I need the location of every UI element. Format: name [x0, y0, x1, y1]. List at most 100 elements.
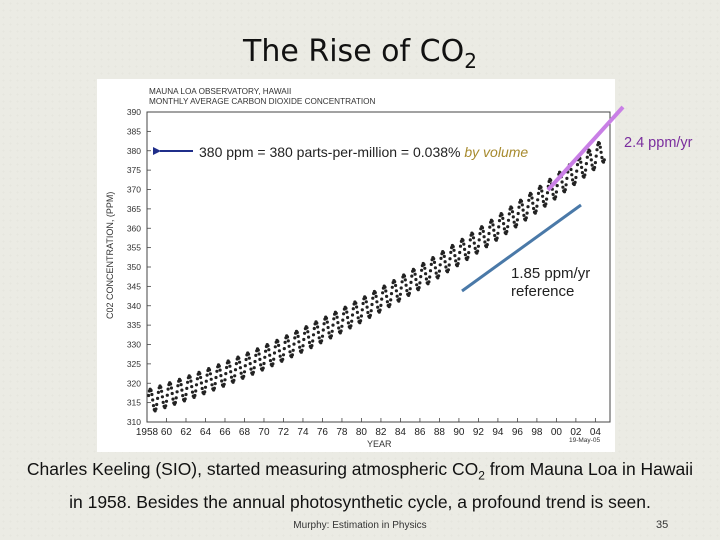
co2-monthly-point — [159, 385, 163, 389]
co2-monthly-point — [471, 232, 475, 236]
co2-monthly-point — [424, 277, 428, 281]
co2-monthly-point — [169, 386, 173, 390]
co2-monthly-point — [331, 323, 335, 327]
co2-monthly-point — [188, 375, 192, 379]
co2-monthly-point — [337, 326, 341, 330]
co2-monthly-point — [501, 216, 505, 220]
co2-monthly-point — [555, 184, 559, 188]
x-tick-label: 04 — [590, 427, 602, 438]
co2-monthly-point — [399, 286, 403, 290]
co2-monthly-point — [466, 255, 470, 259]
co2-monthly-point — [471, 236, 476, 240]
co2-monthly-point — [222, 382, 226, 386]
co2-monthly-point — [320, 339, 324, 343]
co2-monthly-point — [340, 324, 344, 328]
co2-monthly-point — [424, 272, 428, 276]
x-tick-label: 78 — [336, 427, 348, 438]
co2-monthly-point — [277, 349, 281, 353]
co2-monthly-point — [385, 300, 389, 304]
co2-monthly-point — [287, 344, 291, 348]
co2-monthly-point — [186, 380, 190, 384]
co2-monthly-point — [527, 198, 531, 202]
co2-monthly-point — [311, 333, 316, 337]
co2-monthly-point — [170, 391, 174, 396]
co2-monthly-point — [326, 325, 330, 330]
co2-monthly-point — [154, 407, 158, 411]
co2-monthly-point — [344, 306, 348, 310]
reference-trend-line — [461, 203, 582, 293]
co2-monthly-point — [564, 183, 568, 187]
co2-monthly-point — [189, 379, 193, 383]
co2-monthly-point — [297, 340, 301, 344]
co2-monthly-point — [363, 296, 368, 300]
co2-monthly-point — [583, 173, 587, 177]
co2-monthly-point — [303, 331, 307, 335]
co2-monthly-point — [468, 238, 472, 242]
co2-monthly-point — [536, 191, 541, 195]
recent-rate-label: 2.4 ppm/yr — [624, 135, 693, 151]
co2-monthly-point — [534, 209, 538, 213]
co2-monthly-point — [198, 372, 202, 376]
co2-monthly-point — [311, 339, 315, 343]
co2-monthly-point — [480, 226, 485, 230]
co2-monthly-point — [448, 257, 452, 261]
co2-monthly-point — [291, 348, 295, 352]
co2-monthly-point — [273, 345, 277, 349]
co2-monthly-point — [320, 334, 325, 338]
co2-monthly-point — [253, 359, 257, 364]
co2-monthly-point — [544, 202, 548, 206]
x-tick-label: 86 — [414, 427, 426, 438]
ppm-note-main: 380 ppm = 380 parts-per-million = 0.038% — [199, 144, 464, 160]
co2-monthly-point — [374, 294, 378, 298]
co2-monthly-point — [234, 362, 238, 366]
co2-monthly-point — [461, 238, 465, 242]
co2-monthly-point — [276, 339, 280, 344]
co2-monthly-point — [193, 393, 197, 398]
co2-monthly-point — [407, 291, 411, 295]
co2-monthly-point — [487, 231, 491, 236]
co2-monthly-point — [184, 392, 188, 397]
co2-monthly-point — [190, 390, 195, 394]
co2-monthly-point — [232, 378, 236, 382]
co2-monthly-point — [161, 400, 165, 404]
co2-monthly-point — [179, 383, 183, 387]
co2-monthly-point — [467, 251, 471, 255]
co2-monthly-point — [150, 392, 154, 397]
co2-monthly-point — [361, 301, 365, 306]
co2-monthly-point — [515, 218, 519, 222]
co2-monthly-point — [420, 268, 424, 272]
ppm-note-emphasis: by volume — [464, 144, 528, 160]
chart-title-line2: MONTHLY AVERAGE CARBON DIOXIDE CONCENTRA… — [149, 97, 375, 106]
co2-monthly-point — [584, 162, 588, 166]
co2-monthly-point — [223, 378, 227, 382]
co2-monthly-point — [388, 303, 392, 307]
co2-monthly-point — [296, 334, 300, 338]
co2-monthly-point — [554, 190, 558, 194]
co2-monthly-point — [317, 336, 321, 340]
co2-monthly-point — [212, 386, 216, 390]
x-tick-label: 68 — [239, 427, 251, 438]
co2-monthly-point — [324, 316, 329, 320]
co2-monthly-point — [594, 154, 598, 158]
co2-monthly-point — [451, 245, 455, 249]
co2-monthly-point — [345, 310, 349, 314]
co2-monthly-point — [458, 244, 463, 248]
co2-monthly-point — [482, 235, 486, 239]
co2-monthly-point — [238, 366, 242, 370]
footer-text: Murphy: Estimation in Physics — [293, 520, 427, 531]
y-tick-label: 360 — [127, 223, 141, 233]
co2-monthly-point — [207, 368, 212, 372]
co2-monthly-point — [336, 321, 340, 325]
co2-monthly-point — [419, 275, 423, 279]
co2-monthly-point — [593, 161, 597, 165]
co2-monthly-point — [350, 313, 355, 317]
co2-monthly-point — [575, 169, 579, 173]
co2-monthly-point — [525, 211, 529, 215]
co2-monthly-point — [300, 348, 304, 352]
co2-monthly-point — [249, 367, 253, 371]
co2-monthly-point — [520, 203, 524, 207]
co2-monthly-point — [502, 227, 506, 231]
co2-monthly-point — [473, 246, 477, 250]
co2-monthly-point — [315, 321, 319, 325]
